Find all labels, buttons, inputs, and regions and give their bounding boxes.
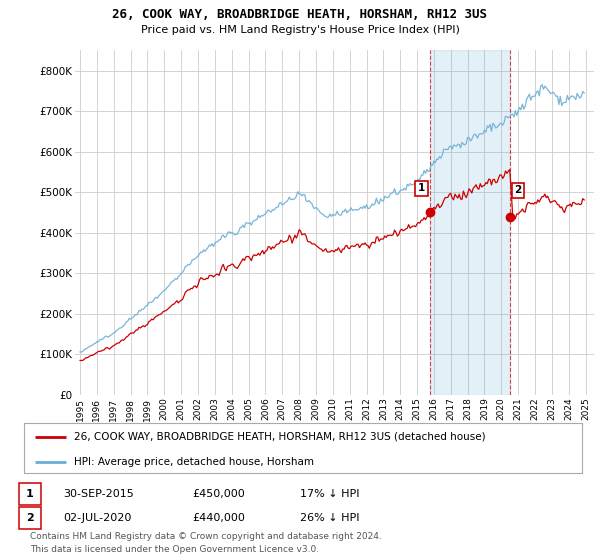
FancyBboxPatch shape <box>19 507 41 529</box>
Text: 1: 1 <box>26 489 34 499</box>
Text: HPI: Average price, detached house, Horsham: HPI: Average price, detached house, Hors… <box>74 457 314 467</box>
Text: 26, COOK WAY, BROADBRIDGE HEATH, HORSHAM, RH12 3US: 26, COOK WAY, BROADBRIDGE HEATH, HORSHAM… <box>113 8 487 21</box>
Text: Contains HM Land Registry data © Crown copyright and database right 2024.
This d: Contains HM Land Registry data © Crown c… <box>30 533 382 554</box>
Text: £450,000: £450,000 <box>192 489 245 499</box>
FancyBboxPatch shape <box>19 483 41 505</box>
Text: 02-JUL-2020: 02-JUL-2020 <box>63 513 131 523</box>
Text: 17% ↓ HPI: 17% ↓ HPI <box>300 489 359 499</box>
Text: 26% ↓ HPI: 26% ↓ HPI <box>300 513 359 523</box>
Text: 26, COOK WAY, BROADBRIDGE HEATH, HORSHAM, RH12 3US (detached house): 26, COOK WAY, BROADBRIDGE HEATH, HORSHAM… <box>74 432 486 442</box>
Text: 30-SEP-2015: 30-SEP-2015 <box>63 489 134 499</box>
Text: 2: 2 <box>515 185 522 195</box>
Bar <box>430 50 510 395</box>
Text: 2: 2 <box>26 513 34 523</box>
Text: Price paid vs. HM Land Registry's House Price Index (HPI): Price paid vs. HM Land Registry's House … <box>140 25 460 35</box>
Text: 1: 1 <box>418 183 425 193</box>
Text: £440,000: £440,000 <box>192 513 245 523</box>
